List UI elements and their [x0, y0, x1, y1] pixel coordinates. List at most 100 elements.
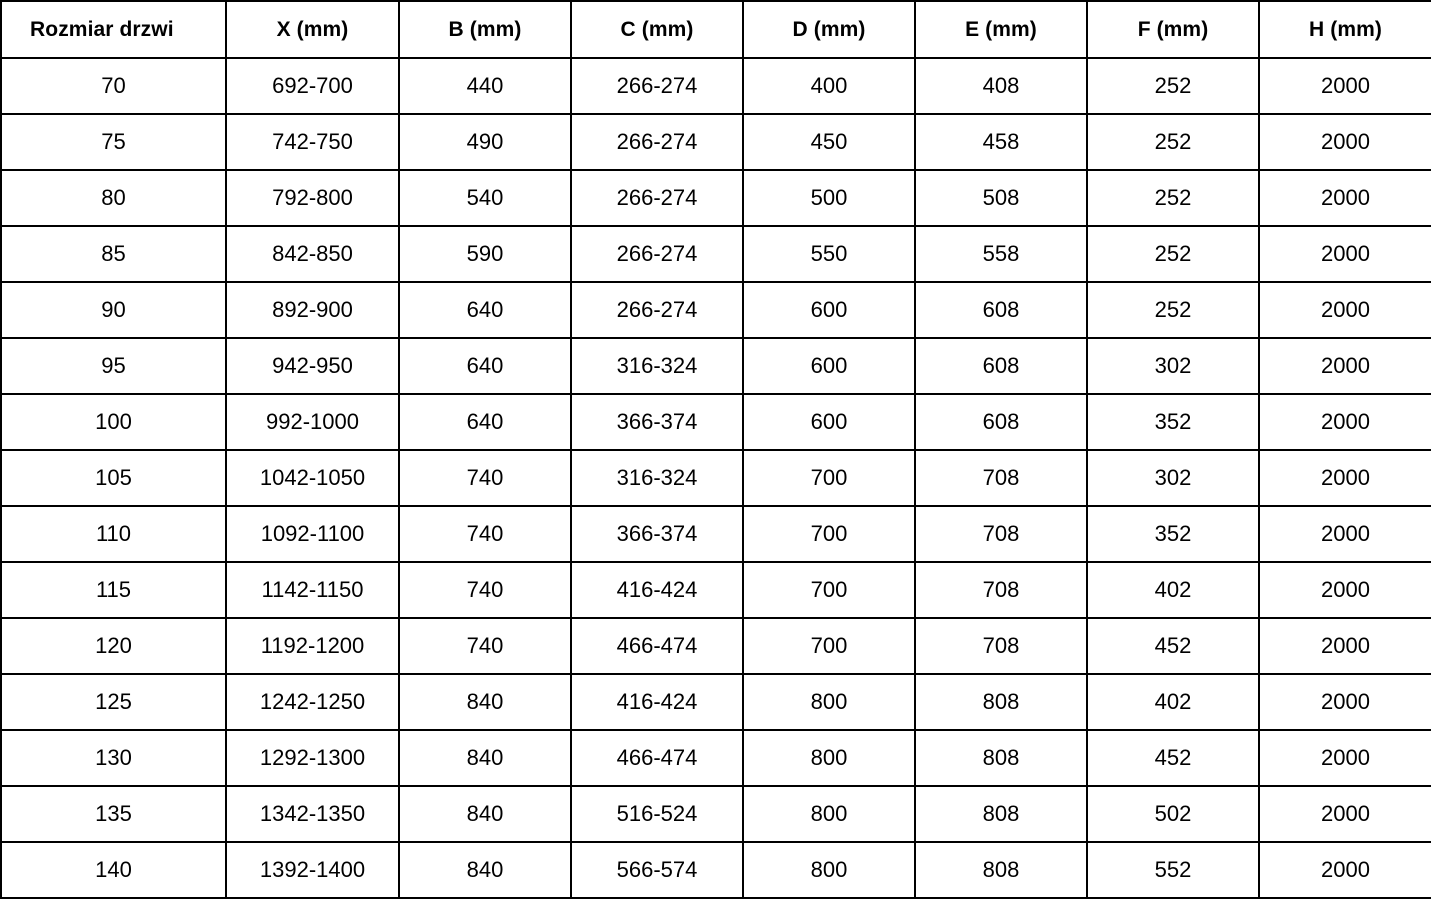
cell-f: 302	[1086, 449, 1260, 507]
cell-c: 266-274	[570, 225, 744, 283]
cell-h: 2000	[1258, 617, 1431, 675]
cell-h: 2000	[1258, 449, 1431, 507]
cell-e: 808	[914, 673, 1088, 731]
cell-d: 450	[742, 113, 916, 171]
cell-d: 600	[742, 281, 916, 339]
cell-e: 808	[914, 785, 1088, 843]
table-header: Rozmiar drzwi X (mm) B (mm) C (mm) D (mm…	[0, 0, 1431, 59]
cell-x: 842-850	[225, 225, 400, 283]
table-row: 105 1042-1050 740 316-324 700 708 302 2000	[0, 449, 1431, 507]
table-row: 95 942-950 640 316-324 600 608 302 2000	[0, 337, 1431, 395]
cell-x: 1292-1300	[225, 729, 400, 787]
cell-e: 558	[914, 225, 1088, 283]
cell-c: 566-574	[570, 841, 744, 899]
cell-b: 640	[398, 393, 572, 451]
cell-d: 400	[742, 57, 916, 115]
table-body: 70 692-700 440 266-274 400 408 252 2000 75 742-75…	[0, 57, 1431, 899]
cell-b: 540	[398, 169, 572, 227]
table-row: 135 1342-1350 840 516-524 800 808 502 2000	[0, 785, 1431, 843]
cell-h: 2000	[1258, 505, 1431, 563]
table-row: 125 1242-1250 840 416-424 800 808 402 2000	[0, 673, 1431, 731]
table-row: 90 892-900 640 266-274 600 608 252 2000	[0, 281, 1431, 339]
cell-d: 550	[742, 225, 916, 283]
cell-x: 1042-1050	[225, 449, 400, 507]
cell-f: 402	[1086, 561, 1260, 619]
cell-d: 600	[742, 393, 916, 451]
cell-h: 2000	[1258, 785, 1431, 843]
cell-h: 2000	[1258, 225, 1431, 283]
cell-x: 742-750	[225, 113, 400, 171]
cell-h: 2000	[1258, 841, 1431, 899]
column-header-h: H (mm)	[1258, 0, 1431, 59]
cell-b: 440	[398, 57, 572, 115]
cell-b: 490	[398, 113, 572, 171]
cell-x: 1092-1100	[225, 505, 400, 563]
cell-c: 266-274	[570, 169, 744, 227]
cell-e: 708	[914, 617, 1088, 675]
table-row: 140 1392-1400 840 566-574 800 808 552 2000	[0, 841, 1431, 899]
cell-f: 252	[1086, 57, 1260, 115]
cell-f: 302	[1086, 337, 1260, 395]
table-row: 130 1292-1300 840 466-474 800 808 452 2000	[0, 729, 1431, 787]
cell-d: 700	[742, 561, 916, 619]
cell-h: 2000	[1258, 169, 1431, 227]
column-header-f: F (mm)	[1086, 0, 1260, 59]
cell-b: 640	[398, 337, 572, 395]
cell-e: 708	[914, 449, 1088, 507]
column-header-e: E (mm)	[914, 0, 1088, 59]
cell-size: 70	[0, 57, 227, 115]
cell-c: 266-274	[570, 113, 744, 171]
header-row: Rozmiar drzwi X (mm) B (mm) C (mm) D (mm…	[0, 0, 1431, 59]
cell-h: 2000	[1258, 561, 1431, 619]
cell-c: 466-474	[570, 729, 744, 787]
cell-x: 1342-1350	[225, 785, 400, 843]
cell-e: 408	[914, 57, 1088, 115]
cell-d: 700	[742, 449, 916, 507]
cell-c: 416-424	[570, 673, 744, 731]
cell-x: 942-950	[225, 337, 400, 395]
cell-size: 110	[0, 505, 227, 563]
table-row: 110 1092-1100 740 366-374 700 708 352 2000	[0, 505, 1431, 563]
cell-size: 125	[0, 673, 227, 731]
table-row: 115 1142-1150 740 416-424 700 708 402 2000	[0, 561, 1431, 619]
cell-size: 135	[0, 785, 227, 843]
cell-e: 608	[914, 281, 1088, 339]
cell-d: 800	[742, 673, 916, 731]
cell-c: 466-474	[570, 617, 744, 675]
cell-size: 95	[0, 337, 227, 395]
cell-f: 452	[1086, 729, 1260, 787]
cell-f: 352	[1086, 505, 1260, 563]
cell-f: 552	[1086, 841, 1260, 899]
table-row: 75 742-750 490 266-274 450 458 252 2000	[0, 113, 1431, 171]
cell-e: 508	[914, 169, 1088, 227]
cell-c: 366-374	[570, 393, 744, 451]
cell-d: 800	[742, 729, 916, 787]
cell-d: 800	[742, 785, 916, 843]
cell-h: 2000	[1258, 729, 1431, 787]
cell-size: 90	[0, 281, 227, 339]
cell-b: 740	[398, 505, 572, 563]
cell-d: 800	[742, 841, 916, 899]
cell-h: 2000	[1258, 57, 1431, 115]
cell-x: 892-900	[225, 281, 400, 339]
cell-f: 252	[1086, 225, 1260, 283]
cell-size: 100	[0, 393, 227, 451]
cell-b: 840	[398, 841, 572, 899]
cell-b: 740	[398, 561, 572, 619]
cell-x: 792-800	[225, 169, 400, 227]
cell-c: 266-274	[570, 281, 744, 339]
cell-size: 75	[0, 113, 227, 171]
cell-f: 252	[1086, 113, 1260, 171]
cell-c: 366-374	[570, 505, 744, 563]
column-header-b: B (mm)	[398, 0, 572, 59]
cell-h: 2000	[1258, 393, 1431, 451]
cell-size: 85	[0, 225, 227, 283]
cell-f: 252	[1086, 169, 1260, 227]
cell-h: 2000	[1258, 281, 1431, 339]
cell-b: 840	[398, 785, 572, 843]
cell-d: 700	[742, 617, 916, 675]
cell-x: 1142-1150	[225, 561, 400, 619]
cell-x: 1242-1250	[225, 673, 400, 731]
cell-e: 458	[914, 113, 1088, 171]
cell-e: 808	[914, 729, 1088, 787]
